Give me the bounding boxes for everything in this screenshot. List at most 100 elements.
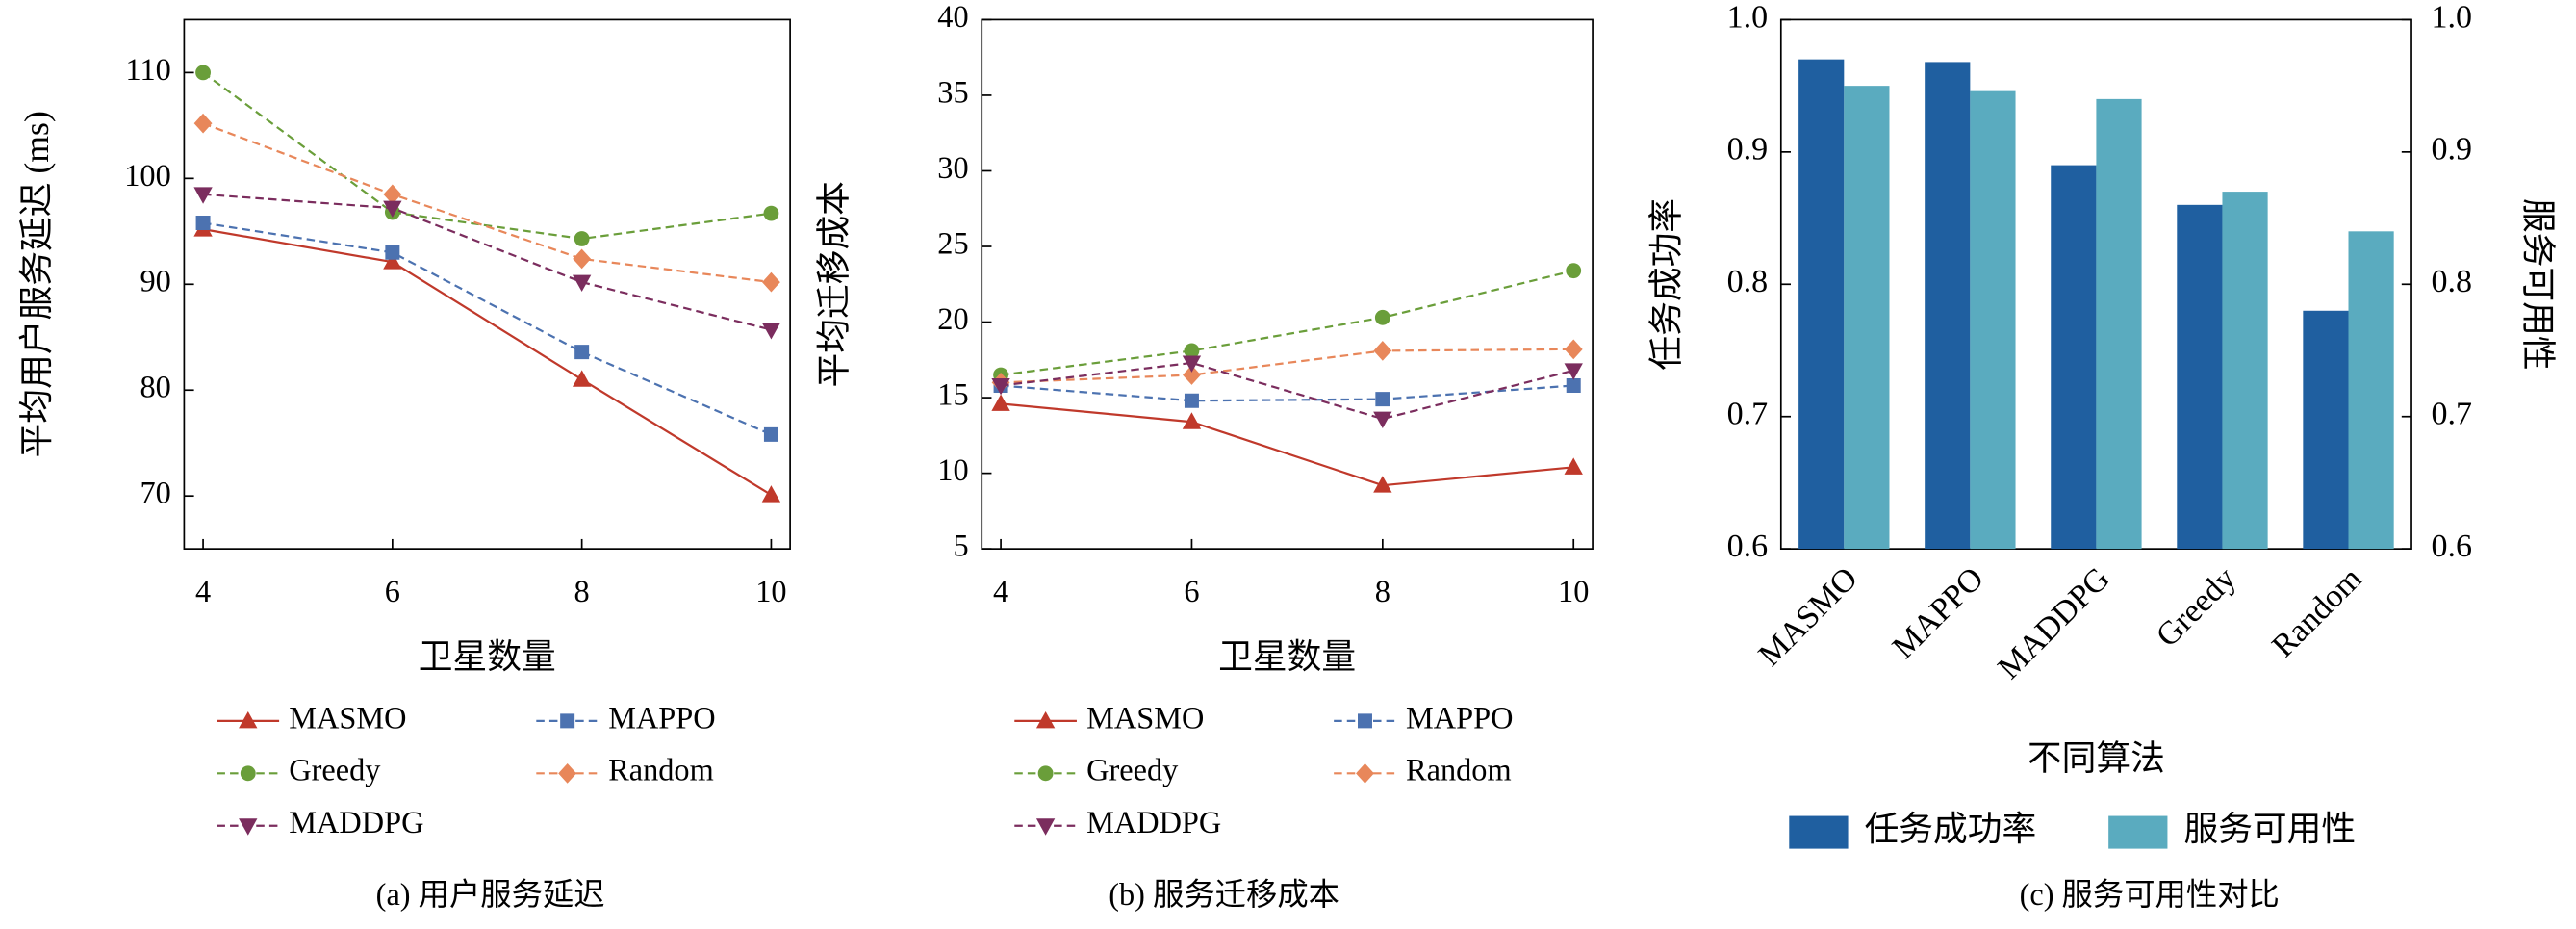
y-axis-label: 平均用户服务延迟 (ms) [17, 111, 56, 457]
x-tick-label: 6 [1184, 574, 1199, 608]
y-tick-label: 15 [937, 377, 968, 412]
legend-label: MADDPG [289, 805, 423, 839]
y-tick-label: 0.9 [1727, 132, 1769, 168]
y-tick-label: 25 [937, 225, 968, 260]
y2-tick-label: 0.7 [2431, 397, 2472, 432]
legend-label: 服务可用性 [2183, 810, 2356, 848]
series-line [202, 221, 772, 436]
marker [383, 252, 402, 270]
marker [240, 765, 256, 782]
plot-frame [183, 18, 791, 551]
marker [383, 200, 402, 219]
marker [1358, 713, 1372, 729]
x-axis-label: 卫星数量 [1218, 637, 1356, 676]
marker [991, 394, 1010, 411]
bar [2222, 192, 2268, 550]
marker [1037, 765, 1054, 782]
x-tick-label: Greedy [2150, 560, 2243, 654]
marker [1566, 378, 1581, 394]
x-tick-label: 4 [993, 574, 1008, 608]
bar [1970, 90, 2016, 550]
x-axis-label: 卫星数量 [419, 637, 556, 676]
marker [1564, 363, 1583, 380]
y-tick-label: 10 [937, 452, 968, 487]
x-tick-label: MADDPG [1991, 560, 2116, 685]
marker [574, 345, 590, 360]
legend-label: Greedy [289, 753, 381, 787]
y-tick-label: 90 [140, 264, 170, 298]
marker [560, 713, 575, 729]
y-tick-label: 0.6 [1727, 529, 1769, 564]
marker [383, 184, 402, 205]
marker [1182, 355, 1202, 373]
x-tick-label: MAPPO [1886, 560, 1991, 665]
marker [991, 378, 1010, 396]
caption: (b) 服务迁移成本 [1109, 877, 1339, 912]
legend-label: MASMO [289, 700, 406, 735]
marker [1035, 710, 1056, 729]
x-tick-label: MASMO [1752, 560, 1865, 673]
bar [1844, 86, 1890, 550]
marker [558, 762, 577, 784]
series-line [1000, 402, 1574, 487]
x-tick-label: Random [2265, 560, 2369, 664]
series-line [1000, 270, 1574, 376]
marker [761, 485, 781, 503]
x-tick-label: 10 [755, 574, 786, 608]
y-tick-label: 70 [140, 476, 170, 510]
marker [1356, 762, 1374, 784]
marker [193, 187, 213, 204]
marker [573, 248, 592, 270]
x-tick-label: 10 [1558, 574, 1589, 608]
marker [1375, 392, 1390, 407]
legend-label: 任务成功率 [1865, 810, 2037, 848]
y-tick-label: 35 [937, 74, 968, 109]
series-line [202, 122, 772, 284]
caption: (c) 服务可用性对比 [2020, 877, 2280, 912]
marker [1183, 365, 1201, 385]
plot-frame [981, 18, 1594, 551]
marker [1182, 412, 1202, 429]
series-line [1000, 361, 1574, 421]
y-tick-label: 5 [953, 529, 968, 563]
legend-label: Random [1406, 753, 1512, 787]
marker [572, 370, 592, 387]
marker [385, 245, 400, 260]
marker [1566, 263, 1582, 279]
y-tick-label: 0.7 [1727, 397, 1769, 432]
series-line [202, 193, 772, 331]
marker [1373, 476, 1392, 493]
marker [195, 65, 211, 81]
y-tick-label: 1.0 [1727, 0, 1769, 35]
y-tick-label: 0.8 [1727, 264, 1769, 299]
legend-label: MAPPO [1406, 700, 1513, 735]
y2-tick-label: 0.9 [2431, 132, 2472, 168]
bar [1798, 59, 1845, 550]
bar [1925, 62, 1971, 550]
legend-label: Random [608, 753, 714, 787]
bar [2303, 310, 2349, 550]
legend-label: MASMO [1086, 700, 1204, 735]
legend-label: MADDPG [1086, 805, 1221, 839]
x-tick-label: 8 [1375, 574, 1390, 608]
marker [1184, 393, 1199, 408]
marker [1184, 343, 1200, 359]
marker [1373, 341, 1392, 361]
y-tick-label: 30 [937, 150, 968, 185]
caption: (a) 用户服务延迟 [376, 877, 605, 912]
marker [239, 818, 258, 836]
legend-label: MAPPO [608, 700, 715, 735]
marker [763, 426, 778, 442]
bar [2348, 231, 2394, 550]
bar [2096, 98, 2142, 550]
marker [1374, 309, 1390, 325]
marker [763, 205, 779, 221]
x-tick-label: 6 [385, 574, 400, 608]
x-tick-label: 8 [574, 574, 590, 608]
legend-label: Greedy [1086, 753, 1179, 787]
y-tick-label: 100 [124, 158, 171, 193]
series-line [1000, 384, 1574, 402]
y2-tick-label: 1.0 [2431, 0, 2472, 35]
marker [574, 231, 590, 246]
